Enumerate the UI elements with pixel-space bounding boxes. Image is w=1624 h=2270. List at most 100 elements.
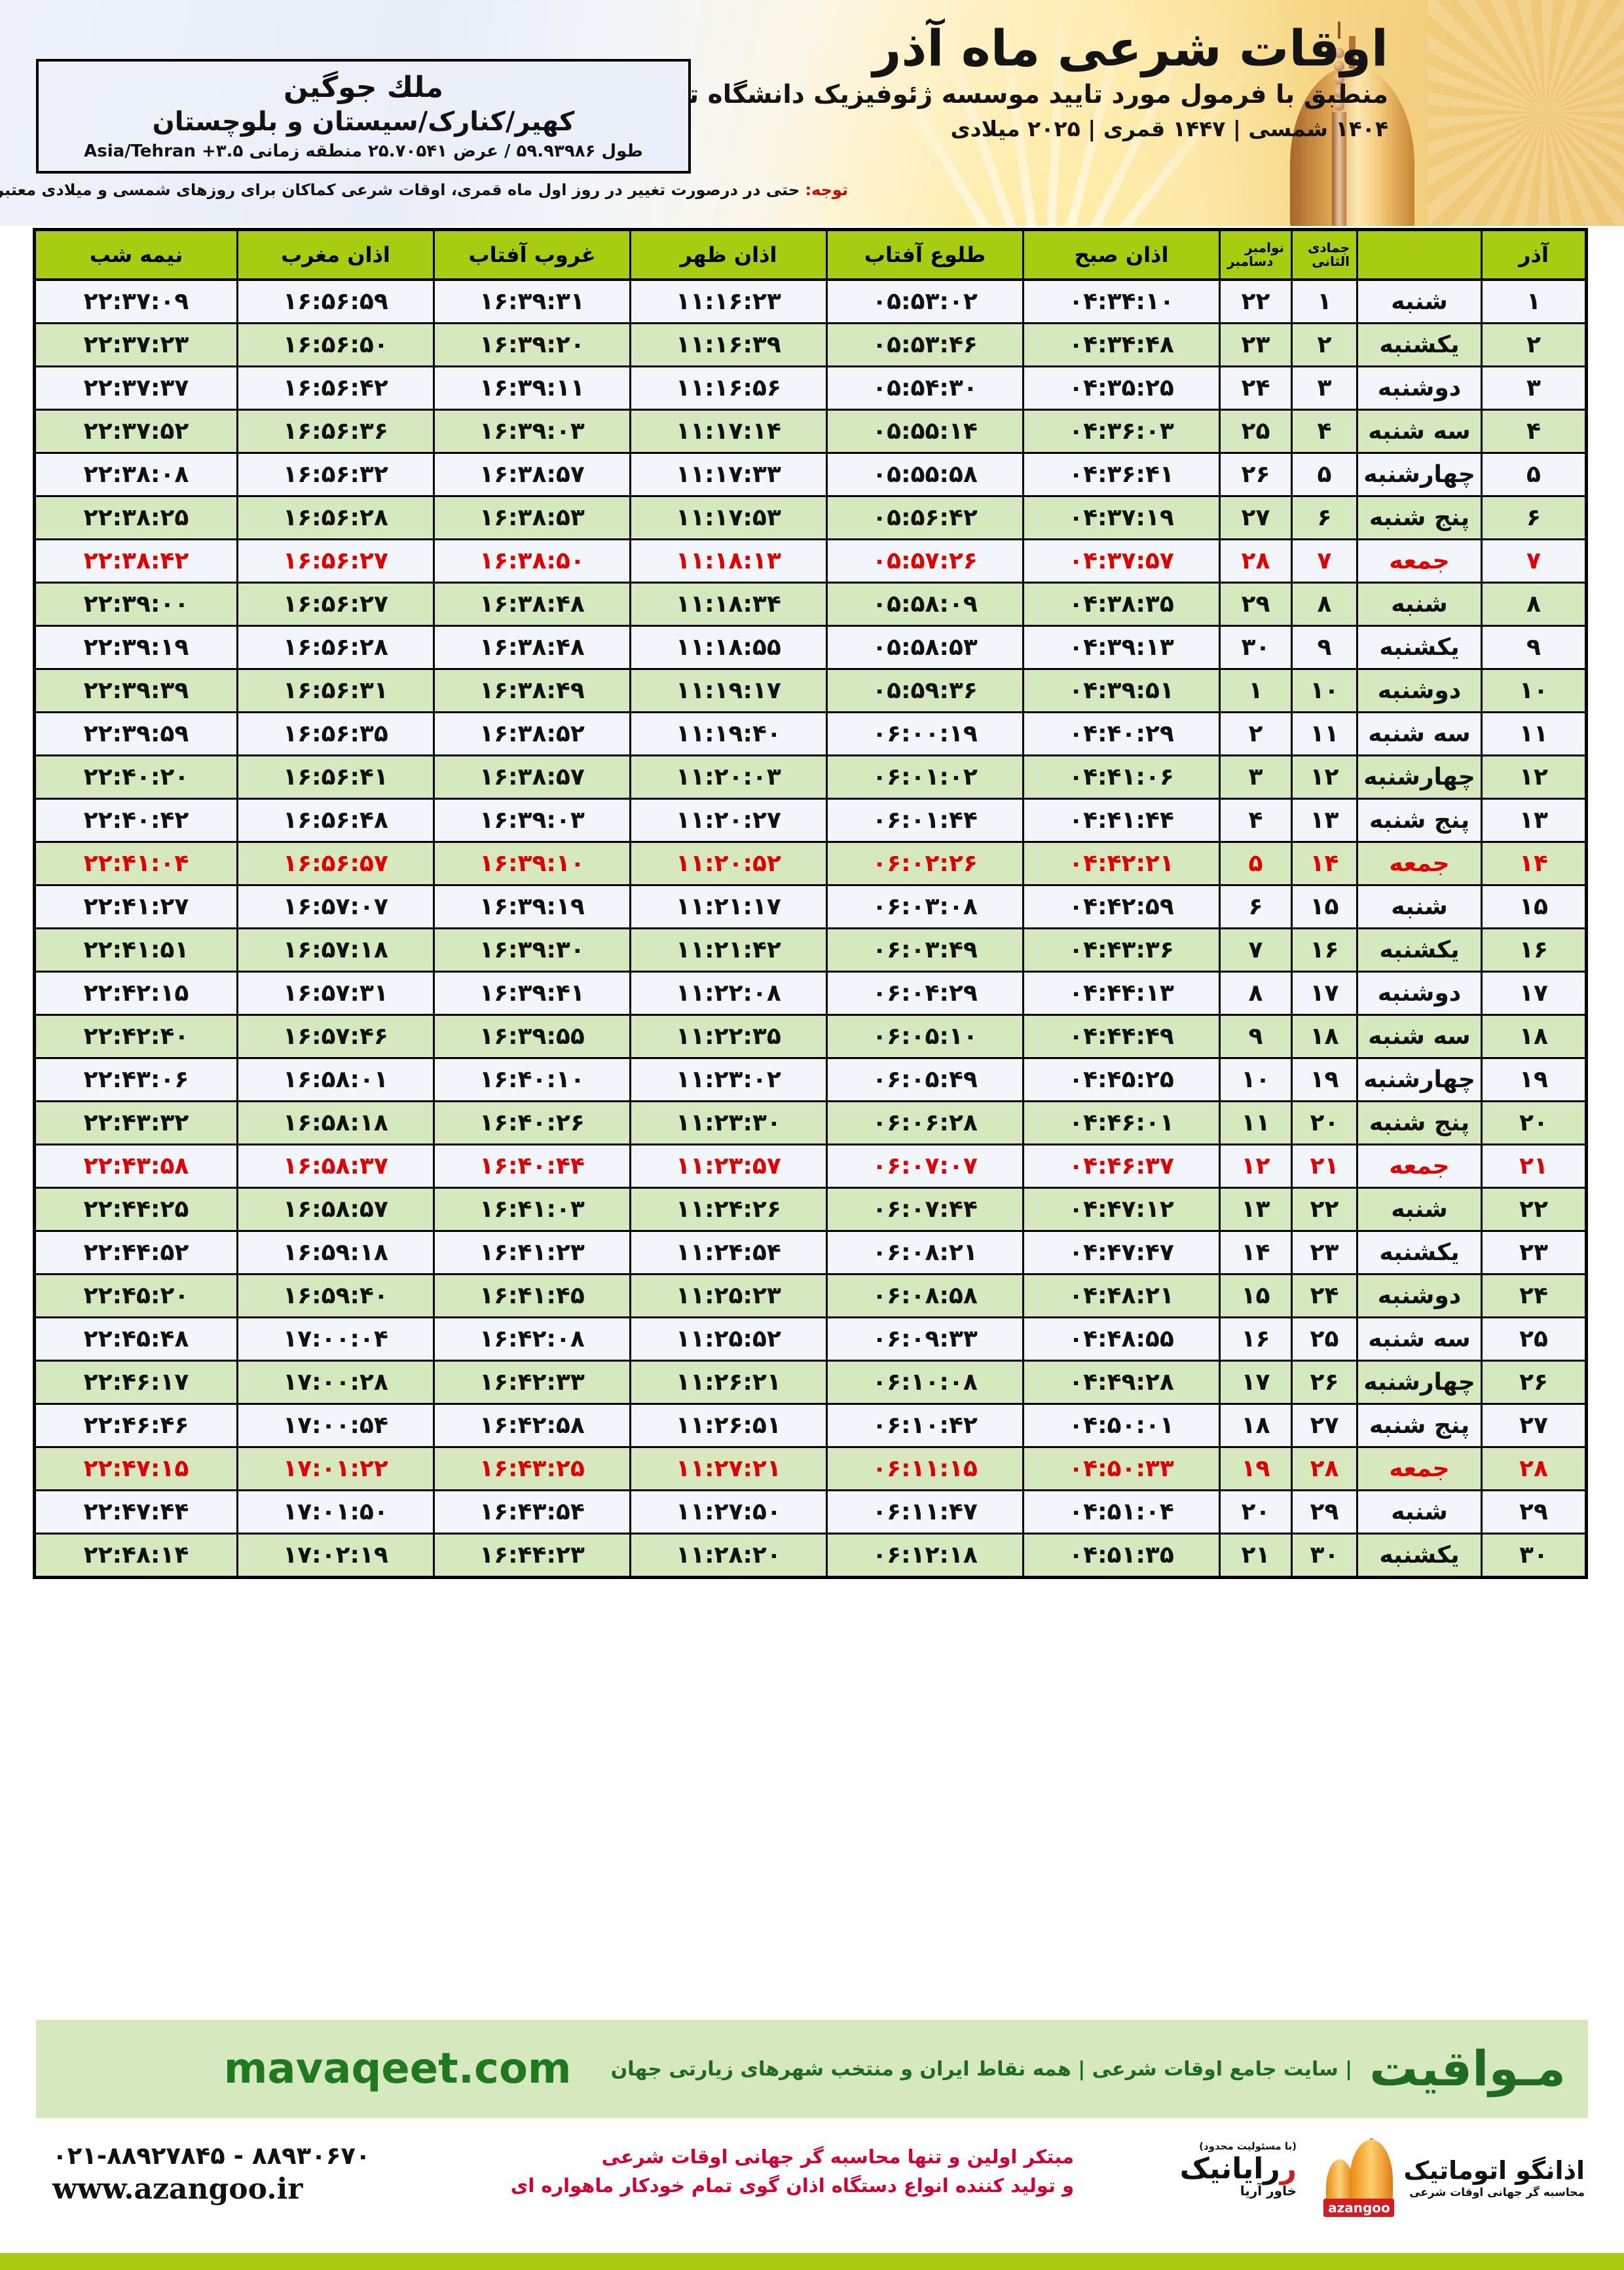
qamari-date: ۱۵ xyxy=(1291,885,1357,929)
mosque-dome-illustration xyxy=(1231,1,1428,226)
miladi-date: ۱۶ xyxy=(1219,1317,1292,1362)
qamari-date: ۲۹ xyxy=(1291,1490,1357,1535)
azan-maghreb-time: ۱۶:۵۶:۵۰ xyxy=(236,323,434,367)
azan-sobh-time: ۰۴:۳۸:۳۵ xyxy=(1022,582,1220,627)
title-block: اوقات شرعی ماه آذر منطبق با فرمول مورد ت… xyxy=(602,22,1389,141)
location-coordinates: طول ۵۹.۹۳۹۸۶ / عرض ۲۵.۷۰۵۴۱ منطقه زمانی … xyxy=(84,141,643,161)
qamari-date: ۸ xyxy=(1291,582,1357,627)
azan-sobh-time: ۰۴:۳۴:۴۸ xyxy=(1022,323,1220,367)
column-header-tolu-aftab: طلوع آفتاب xyxy=(826,229,1024,281)
ghorub-aftab-time: ۱۶:۴۴:۲۳ xyxy=(433,1533,631,1578)
table-row: ۲۴ دوشنبه ۲۴ ۱۵ ۰۴:۴۸:۲۱ ۰۶:۰۸:۵۸ ۱۱:۲۵:۲۳ ۱۶:۴… xyxy=(34,1274,1587,1318)
miladi-date: ۵ xyxy=(1219,842,1292,886)
table-row: ۶ پنج شنبه ۶ ۲۷ ۰۴:۳۷:۱۹ ۰۵:۵۶:۴۲ ۱۱:۱۷:۵۳ ۱۶:۳… xyxy=(34,496,1587,540)
weekday-name: شنبه xyxy=(1356,582,1482,627)
weekday-name: سه شنبه xyxy=(1356,409,1482,454)
azan-maghreb-time: ۱۶:۵۶:۲۸ xyxy=(236,496,434,540)
qamari-date: ۳۰ xyxy=(1291,1533,1357,1578)
page-header: اوقات شرعی ماه آذر منطبق با فرمول مورد ت… xyxy=(0,0,1624,226)
ghorub-aftab-time: ۱۶:۴۱:۲۳ xyxy=(433,1231,631,1275)
azan-zohr-time: ۱۱:۱۹:۱۷ xyxy=(629,669,827,713)
nimeshab-time: ۲۲:۳۸:۰۸ xyxy=(34,453,238,497)
azan-maghreb-time: ۱۶:۵۷:۱۸ xyxy=(236,928,434,973)
nimeshab-time: ۲۲:۳۹:۰۰ xyxy=(34,582,238,627)
table-row: ۳۰ یکشنبه ۳۰ ۲۱ ۰۴:۵۱:۳۵ ۰۶:۱۲:۱۸ ۱۱:۲۸:۲۰ ۱۶:۴… xyxy=(34,1533,1587,1578)
azangoo-logo: اذانگو اتوماتیک محاسبه گر جهانی اوقات شر… xyxy=(1323,2135,1585,2220)
qamari-date: ۷ xyxy=(1291,539,1357,584)
qamari-date: ۲۱ xyxy=(1291,1144,1357,1189)
rayanik-subsidiary: خاور آریا xyxy=(1240,2183,1297,2199)
day-number: ۵ xyxy=(1481,453,1587,497)
day-number: ۳۰ xyxy=(1481,1533,1587,1578)
column-header-azan-sobh: اذان صبح xyxy=(1022,229,1220,281)
weekday-name: جمعه xyxy=(1356,1144,1482,1189)
azan-sobh-time: ۰۴:۳۶:۴۱ xyxy=(1022,453,1220,497)
qamari-date: ۱ xyxy=(1291,280,1357,324)
qamari-date: ۱۶ xyxy=(1291,928,1357,973)
tolu-aftab-time: ۰۶:۰۷:۰۷ xyxy=(826,1144,1024,1189)
day-number: ۲۷ xyxy=(1481,1404,1587,1448)
mavaqeet-logo-en[interactable]: mavaqeet.com xyxy=(223,2045,572,2093)
mosque-logo-icon: azangoo xyxy=(1323,2138,1397,2217)
azan-zohr-time: ۱۱:۲۷:۲۱ xyxy=(629,1447,827,1491)
website-url[interactable]: www.azangoo.ir xyxy=(52,2172,303,2206)
miladi-date: ۱۲ xyxy=(1219,1144,1292,1189)
weekday-name: شنبه xyxy=(1356,885,1482,929)
azan-sobh-time: ۰۴:۴۲:۵۹ xyxy=(1022,885,1220,929)
azan-sobh-time: ۰۴:۴۷:۴۷ xyxy=(1022,1231,1220,1275)
nimeshab-time: ۲۲:۳۷:۰۹ xyxy=(34,280,238,324)
azan-sobh-time: ۰۴:۵۱:۰۴ xyxy=(1022,1490,1220,1535)
azan-maghreb-time: ۱۶:۵۸:۱۸ xyxy=(236,1101,434,1145)
column-header-nimeshab: نیمه شب xyxy=(34,229,238,281)
weekday-name: چهارشنبه xyxy=(1356,453,1482,497)
azan-zohr-time: ۱۱:۲۸:۲۰ xyxy=(629,1533,827,1578)
table-row: ۱۶ یکشنبه ۱۶ ۷ ۰۴:۴۳:۳۶ ۰۶:۰۳:۴۹ ۱۱:۲۱:۴۲ ۱۶:۳۹… xyxy=(34,928,1587,973)
table-row: ۳ دوشنبه ۳ ۲۴ ۰۴:۳۵:۲۵ ۰۵:۵۴:۳۰ ۱۱:۱۶:۵۶ ۱۶:۳۹:… xyxy=(34,366,1587,411)
azan-sobh-time: ۰۴:۴۱:۰۶ xyxy=(1022,755,1220,800)
azan-maghreb-time: ۱۶:۵۶:۴۲ xyxy=(236,366,434,411)
day-number: ۶ xyxy=(1481,496,1587,540)
miladi-date: ۷ xyxy=(1219,928,1292,973)
azan-zohr-time: ۱۱:۱۶:۲۳ xyxy=(629,280,827,324)
qamari-date: ۲۶ xyxy=(1291,1360,1357,1405)
qamari-date: ۱۹ xyxy=(1291,1058,1357,1102)
nimeshab-time: ۲۲:۴۴:۲۵ xyxy=(34,1187,238,1232)
weekday-name: پنج شنبه xyxy=(1356,1404,1482,1448)
azan-sobh-time: ۰۴:۳۹:۱۳ xyxy=(1022,625,1220,670)
tolu-aftab-time: ۰۵:۵۸:۵۳ xyxy=(826,625,1024,670)
day-number: ۲۸ xyxy=(1481,1447,1587,1491)
azan-zohr-time: ۱۱:۲۰:۰۳ xyxy=(629,755,827,800)
miladi-date: ۱۳ xyxy=(1219,1187,1292,1232)
azan-zohr-time: ۱۱:۱۶:۳۹ xyxy=(629,323,827,367)
azan-maghreb-time: ۱۷:۰۰:۰۴ xyxy=(236,1317,434,1362)
ghorub-aftab-time: ۱۶:۴۰:۴۴ xyxy=(433,1144,631,1189)
miladi-date: ۲۳ xyxy=(1219,323,1292,367)
slogan-line-2: و تولید كننده انواع دستگاه اذان گوی تمام… xyxy=(510,2174,1074,2197)
table-row: ۲۶ چهارشنبه ۲۶ ۱۷ ۰۴:۴۹:۲۸ ۰۶:۱۰:۰۸ ۱۱:۲۶:۲۱ ۱۶… xyxy=(34,1360,1587,1405)
azan-maghreb-time: ۱۷:۰۲:۱۹ xyxy=(236,1533,434,1578)
table-row: ۲ یکشنبه ۲ ۲۳ ۰۴:۳۴:۴۸ ۰۵:۵۳:۴۶ ۱۱:۱۶:۳۹ ۱۶:۳۹:… xyxy=(34,323,1587,367)
page-footer: اذانگو اتوماتیک محاسبه گر جهانی اوقات شر… xyxy=(0,2129,1624,2253)
nimeshab-time: ۲۲:۴۲:۴۰ xyxy=(34,1014,238,1059)
azan-maghreb-time: ۱۶:۵۶:۲۷ xyxy=(236,539,434,584)
azan-sobh-time: ۰۴:۳۶:۰۳ xyxy=(1022,409,1220,454)
location-name: ملك جوگين xyxy=(284,71,443,105)
table-row: ۷ جمعه ۷ ۲۸ ۰۴:۳۷:۵۷ ۰۵:۵۷:۲۶ ۱۱:۱۸:۱۳ ۱۶:۳۸:۵۰… xyxy=(34,539,1587,584)
tolu-aftab-time: ۰۶:۰۰:۱۹ xyxy=(826,712,1024,756)
ghorub-aftab-time: ۱۶:۴۲:۵۸ xyxy=(433,1404,631,1448)
phone-number: ۰۲۱-۸۸۹۲۷۸۴۵ - ۸۸۹۳۰۶۷۰ xyxy=(52,2142,371,2170)
column-header-azan-maghreb: اذان مغرب xyxy=(236,229,434,281)
table-row: ۲۸ جمعه ۲۸ ۱۹ ۰۴:۵۰:۳۳ ۰۶:۱۱:۱۵ ۱۱:۲۷:۲۱ ۱۶:۴۳:… xyxy=(34,1447,1587,1491)
table-row: ۱۰ دوشنبه ۱۰ ۱ ۰۴:۳۹:۵۱ ۰۵:۵۹:۳۶ ۱۱:۱۹:۱۷ ۱۶:۳۸… xyxy=(34,669,1587,713)
nimeshab-time: ۲۲:۳۸:۲۵ xyxy=(34,496,238,540)
azan-maghreb-time: ۱۶:۵۶:۳۵ xyxy=(236,712,434,756)
ghorub-aftab-time: ۱۶:۳۹:۰۳ xyxy=(433,409,631,454)
weekday-name: شنبه xyxy=(1356,1490,1482,1535)
weekday-name: دوشنبه xyxy=(1356,669,1482,713)
weekday-name: چهارشنبه xyxy=(1356,755,1482,800)
day-number: ۱۰ xyxy=(1481,669,1587,713)
nimeshab-time: ۲۲:۴۴:۵۲ xyxy=(34,1231,238,1275)
day-number: ۲۰ xyxy=(1481,1101,1587,1145)
qamari-date: ۲۰ xyxy=(1291,1101,1357,1145)
qamari-date: ۲۳ xyxy=(1291,1231,1357,1275)
